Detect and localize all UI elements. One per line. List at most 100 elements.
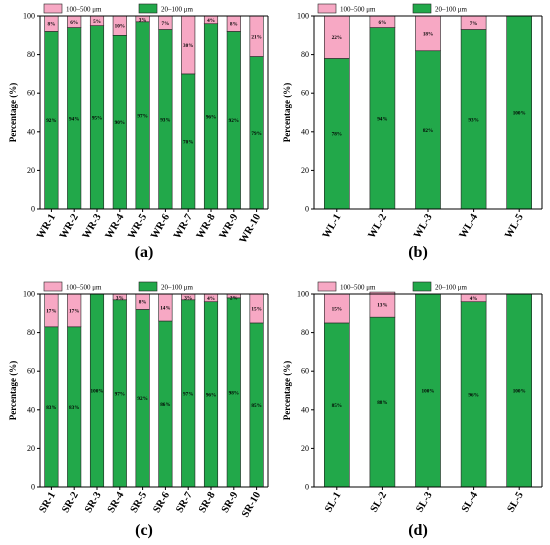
x-tick-label-SL-2: SL-2 — [369, 490, 389, 514]
bar-coarse-SL-2 — [369, 291, 396, 318]
chart-panel-c: 83% 17% SR-1 83% 17% SR-2 100% SR-3 97% 3% SR-4 92%… — [8, 281, 269, 539]
y-tick-label-80: 80 — [301, 50, 309, 59]
y-tick-label-0: 0 — [305, 483, 309, 492]
x-tick-label-WL-2: WL-2 — [366, 212, 389, 240]
data-label-coarse-WR-3: 5% — [93, 19, 101, 25]
x-tick-label-WL-4: WL-4 — [458, 212, 481, 241]
bar-fine-WL-5 — [506, 15, 533, 210]
y-tick-label-20: 20 — [301, 166, 309, 175]
data-label-coarse-SL-1: 15% — [332, 306, 342, 312]
data-label-coarse-WR-4: 10% — [115, 24, 125, 30]
y-axis-label: Percentage (%) — [282, 361, 292, 421]
data-label-coarse-WR-9: 8% — [230, 22, 238, 28]
data-label-fine-SR-2: 83% — [69, 405, 79, 411]
data-label-fine-SR-3: 100% — [91, 389, 104, 395]
x-tick-label-SL-3: SL-3 — [414, 490, 434, 514]
bar-fine-WL-4 — [460, 29, 487, 210]
bar-fine-SL-5 — [506, 293, 533, 488]
data-label-coarse-SR-2: 17% — [69, 308, 79, 314]
data-label-fine-WL-2: 94% — [377, 116, 387, 122]
legend-label-coarse: 100–500 μm — [66, 284, 102, 292]
data-label-coarse-WR-6: 7% — [162, 21, 170, 27]
legend-label-coarse: 100–500 μm — [340, 284, 376, 292]
x-tick-label-SR-7: SR-7 — [174, 490, 195, 515]
x-tick-label-WR-7: WR-7 — [172, 212, 195, 241]
data-label-coarse-WL-2: 6% — [379, 20, 387, 26]
bar-fine-SL-2 — [369, 316, 396, 488]
bar-coarse-WL-3 — [415, 15, 441, 52]
data-label-fine-WR-10: 79% — [251, 131, 261, 137]
bar-fine-WL-1 — [323, 58, 350, 210]
x-tick-label-SR-10: SR-10 — [240, 490, 263, 519]
x-tick-label-WR-3: WR-3 — [81, 212, 104, 241]
data-label-fine-SR-6: 86% — [160, 402, 170, 408]
legend: 100–500 μm 20–100 μm — [317, 3, 468, 14]
legend-label-coarse: 100–500 μm — [340, 6, 376, 14]
y-tick-label-100: 100 — [23, 290, 35, 299]
y-tick-label-20: 20 — [301, 444, 309, 453]
data-label-coarse-SR-5: 8% — [139, 300, 147, 306]
data-label-fine-SL-3: 100% — [422, 389, 435, 395]
data-label-fine-WR-3: 95% — [92, 115, 102, 121]
y-tick-label-100: 100 — [297, 12, 309, 21]
y-tick-label-100: 100 — [23, 12, 35, 21]
data-label-fine-WR-4: 90% — [115, 120, 125, 126]
data-label-fine-WL-3: 82% — [423, 128, 433, 134]
data-label-coarse-SR-10: 15% — [251, 306, 261, 312]
legend: 100–500 μm 20–100 μm — [43, 281, 194, 292]
x-tick-label-SR-8: SR-8 — [197, 490, 218, 515]
data-label-fine-WR-9: 92% — [229, 118, 239, 124]
chart-panel-b: 78% 22% WL-1 94% 6% WL-2 82% 18% WL-3 93% 7% WL-4 10… — [282, 3, 543, 261]
data-label-coarse-WR-8: 4% — [207, 18, 215, 24]
data-label-fine-SL-5: 100% — [513, 389, 526, 395]
x-tick-label-WR-6: WR-6 — [149, 212, 172, 241]
y-tick-label-40: 40 — [27, 405, 35, 414]
data-label-coarse-WR-1: 8% — [48, 22, 56, 28]
y-tick-label-0: 0 — [31, 483, 35, 492]
y-tick-label-80: 80 — [301, 328, 309, 337]
data-label-fine-SR-10: 85% — [251, 403, 261, 409]
data-label-coarse-SR-7: 3% — [184, 296, 192, 302]
y-axis-label: Percentage (%) — [8, 361, 18, 421]
data-label-fine-SL-4: 96% — [468, 392, 478, 398]
legend: 100–500 μm 20–100 μm — [43, 3, 194, 14]
x-tick-label-SR-5: SR-5 — [129, 490, 150, 515]
y-tick-label-60: 60 — [27, 89, 35, 98]
bar-fine-WL-2 — [369, 27, 396, 210]
y-tick-label-60: 60 — [301, 89, 309, 98]
y-tick-label-20: 20 — [27, 444, 35, 453]
bar-fine-SL-1 — [323, 322, 350, 488]
legend-label-coarse: 100–500 μm — [66, 6, 102, 14]
legend-swatch-coarse — [317, 281, 337, 292]
legend-label-fine: 20–100 μm — [435, 6, 468, 14]
data-label-fine-SL-1: 85% — [332, 403, 342, 409]
legend-swatch-fine — [412, 281, 432, 292]
x-tick-label-WR-9: WR-9 — [218, 212, 241, 241]
y-tick-label-0: 0 — [31, 205, 35, 214]
x-tick-label-SL-4: SL-4 — [460, 490, 481, 515]
y-tick-label-40: 40 — [27, 127, 35, 136]
legend: 100–500 μm 20–100 μm — [317, 281, 468, 292]
panel-label: (d) — [408, 522, 428, 539]
y-tick-label-100: 100 — [297, 290, 309, 299]
x-tick-label-SR-1: SR-1 — [37, 490, 58, 515]
chart-panel-d: 85% 15% SL-1 88% 13% SL-2 100% SL-3 96% 4% SL-4 100… — [282, 281, 543, 539]
data-label-fine-WL-4: 93% — [468, 117, 478, 123]
bar-fine-SL-3 — [415, 293, 441, 488]
y-tick-label-80: 80 — [27, 328, 35, 337]
legend-label-fine: 20–100 μm — [161, 6, 194, 14]
x-tick-label-SR-3: SR-3 — [83, 490, 104, 515]
x-tick-label-SR-9: SR-9 — [220, 490, 241, 515]
data-label-coarse-SR-4: 3% — [116, 296, 124, 302]
data-label-fine-SR-7: 97% — [183, 391, 193, 397]
bar-fine-SL-4 — [460, 301, 487, 488]
legend-swatch-coarse — [43, 3, 63, 14]
data-label-fine-SL-2: 88% — [377, 400, 387, 406]
y-axis-label: Percentage (%) — [8, 83, 18, 143]
bar-fine-WL-3 — [415, 50, 441, 210]
y-tick-label-0: 0 — [305, 205, 309, 214]
x-tick-label-SL-1: SL-1 — [323, 490, 343, 514]
x-tick-label-WL-3: WL-3 — [412, 212, 435, 240]
data-label-coarse-SR-6: 14% — [160, 306, 170, 312]
